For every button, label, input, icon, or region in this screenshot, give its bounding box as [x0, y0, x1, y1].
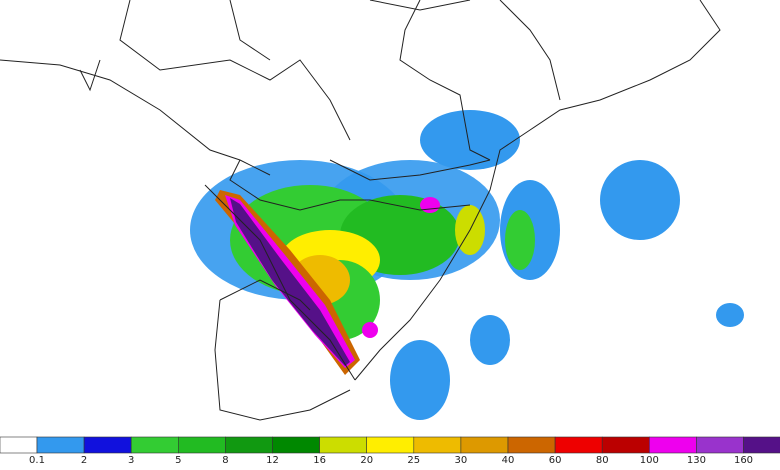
color-box — [507, 436, 556, 454]
color-label: 25 — [407, 455, 420, 466]
color-label: 3 — [128, 455, 134, 466]
color-label: 40 — [502, 455, 515, 466]
color-label: 8 — [222, 455, 228, 466]
color-label: 100 — [640, 455, 659, 466]
color-label: 12 — [266, 455, 279, 466]
color-label: 5 — [175, 455, 181, 466]
color-box — [743, 436, 780, 454]
color-box — [319, 436, 368, 454]
color-box — [36, 436, 85, 454]
color-box — [130, 436, 179, 454]
color-box — [696, 436, 744, 454]
color-box — [601, 436, 650, 454]
color-label: 30 — [455, 455, 468, 466]
boundaries — [0, 0, 721, 421]
color-box — [648, 436, 697, 454]
color-label: 60 — [549, 455, 562, 466]
color-bar: 0.1 2 3 5 8 12 16 20 25 30 40 60 80 100 130 160 — [0, 436, 780, 466]
color-label: 80 — [596, 455, 609, 466]
color-label: 2 — [81, 455, 87, 466]
color-box — [83, 436, 132, 454]
color-box — [272, 436, 320, 454]
color-label: 20 — [360, 455, 373, 466]
color-label: 16 — [313, 455, 326, 466]
color-box — [460, 436, 509, 454]
color-box — [178, 436, 226, 454]
color-box — [413, 436, 462, 454]
color-label: 130 — [687, 455, 706, 466]
color-label: 0.1 — [29, 455, 45, 466]
color-label: 160 — [734, 455, 753, 466]
color-box-blank — [0, 436, 38, 454]
color-box — [225, 436, 273, 454]
precipitation-field — [190, 110, 744, 420]
color-box — [366, 436, 415, 454]
color-box — [554, 436, 603, 454]
